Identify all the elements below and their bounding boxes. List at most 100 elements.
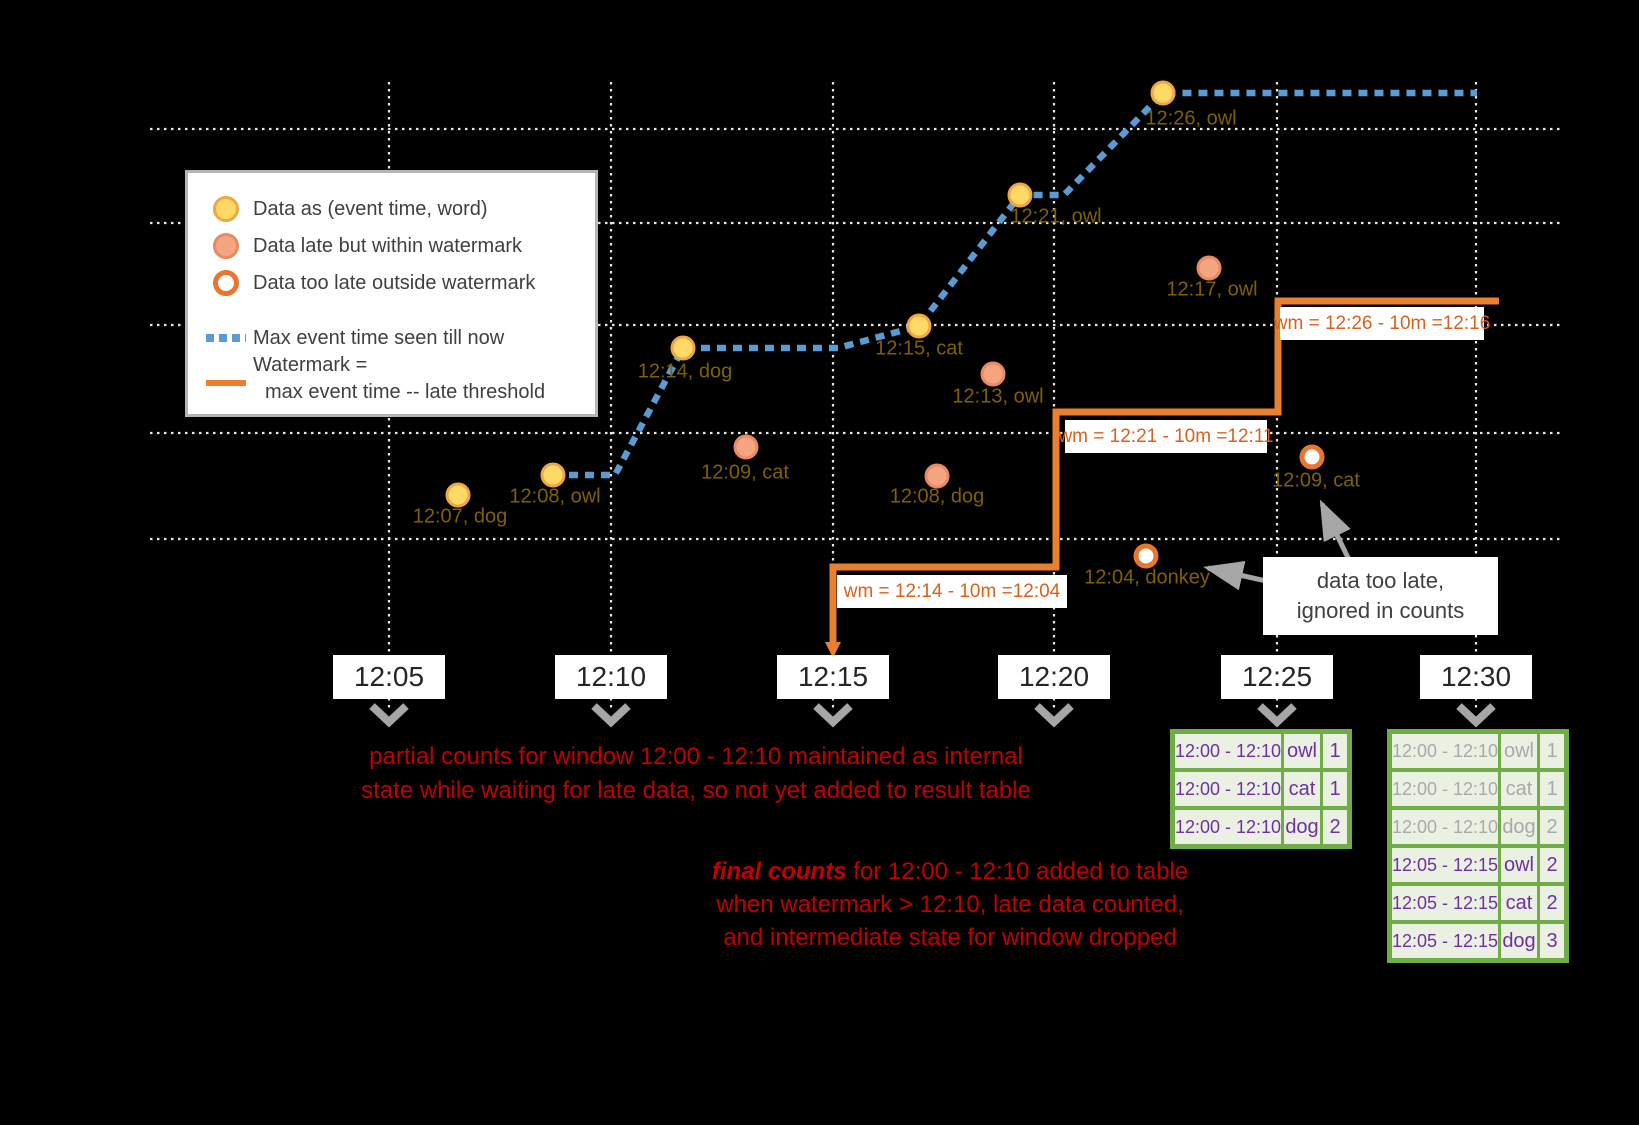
point-12-09-cat-too-late	[1299, 444, 1325, 470]
legend-item-watermark: Watermark =	[253, 354, 368, 376]
legend-too-late-icon	[213, 270, 239, 296]
final-counts-note: final counts for 12:00 - 12:10 added to …	[660, 855, 1240, 954]
partial-counts-note-line2: state while waiting for late data, so no…	[361, 777, 1031, 804]
point-label: 12:14, dog	[637, 360, 733, 383]
legend-item-max-event-time: Max event time seen till now	[253, 327, 505, 349]
count-cell: 1	[1540, 734, 1564, 768]
final-counts-note-line3: and intermediate state for window droppe…	[723, 924, 1177, 951]
word-cell: dog	[1501, 924, 1537, 958]
point-label: 12:13, owl	[952, 385, 1044, 408]
legend: Data as (event time, word) Data late but…	[185, 170, 598, 417]
count-cell: 2	[1323, 810, 1347, 844]
point-label: 12:08, owl	[509, 485, 601, 508]
window-cell: 12:05 - 12:15	[1392, 886, 1498, 920]
final-counts-line1-rest: for 12:00 - 12:10 added to table	[846, 858, 1189, 885]
arrow-to-late-cat	[1319, 499, 1355, 568]
count-cell: 3	[1540, 924, 1564, 958]
legend-late-icon	[213, 233, 239, 259]
axis-chevron-arrows	[369, 703, 1496, 728]
tick-12-05: 12:05	[333, 655, 445, 699]
legend-item-too-late: Data too late outside watermark	[253, 272, 536, 294]
legend-item-late: Data late but within watermark	[253, 235, 523, 257]
word-cell: dog	[1284, 810, 1320, 844]
point-12-17-owl-late	[1196, 255, 1222, 281]
table-row: 12:00 - 12:10 owl 1	[1392, 734, 1564, 768]
legend-ontime-icon	[213, 196, 239, 222]
table-row: 12:00 - 12:10 owl 1	[1175, 734, 1347, 768]
table-row: 12:05 - 12:15 cat 2	[1392, 886, 1564, 920]
partial-counts-note-line1: partial counts for window 12:00 - 12:10 …	[369, 743, 1023, 770]
count-cell: 2	[1540, 886, 1564, 920]
tick-12-20: 12:20	[998, 655, 1110, 699]
window-cell: 12:00 - 12:10	[1392, 734, 1498, 768]
point-12-26-owl	[1150, 80, 1176, 106]
point-12-21-owl	[1007, 182, 1033, 208]
watermark-label-1: wm = 12:14 - 10m =12:04	[837, 575, 1067, 608]
window-cell: 12:05 - 12:15	[1392, 848, 1498, 882]
max-event-time-line	[553, 89, 1477, 479]
word-cell: owl	[1284, 734, 1320, 768]
count-cell: 2	[1540, 810, 1564, 844]
point-12-04-donkey-too-late	[1133, 543, 1159, 569]
final-counts-note-line2: when watermark > 12:10, late data counte…	[716, 891, 1184, 918]
count-cell: 2	[1540, 848, 1564, 882]
point-12-13-owl-late	[980, 361, 1006, 387]
point-12-08-dog-late	[924, 463, 950, 489]
window-cell: 12:00 - 12:10	[1175, 772, 1281, 806]
window-cell: 12:00 - 12:10	[1392, 772, 1498, 806]
tick-12-30: 12:30	[1420, 655, 1532, 699]
too-late-callout-line2: ignored in counts	[1296, 598, 1465, 623]
word-cell: owl	[1501, 734, 1537, 768]
point-12-08-owl	[540, 462, 566, 488]
point-label: 12:07, dog	[412, 505, 508, 528]
watermark-label-3: wm = 12:26 - 10m =12:16	[1274, 307, 1490, 340]
point-12-07-dog	[445, 482, 471, 508]
point-label: 12:04, donkey	[1084, 566, 1210, 589]
point-label: 12:09, cat	[1272, 469, 1360, 492]
window-cell: 12:00 - 12:10	[1175, 734, 1281, 768]
watermark-arrow-tip	[825, 642, 841, 658]
tick-12-25: 12:25	[1221, 655, 1333, 699]
point-label: 12:08, dog	[889, 485, 985, 508]
watermark-line	[829, 297, 1499, 646]
point-label: 12:26, owl	[1145, 107, 1237, 130]
table-row: 12:00 - 12:10 dog 2	[1392, 810, 1564, 844]
too-late-callout: data too late, ignored in counts	[1263, 557, 1498, 635]
table-row: 12:00 - 12:10 cat 1	[1175, 772, 1347, 806]
word-cell: owl	[1501, 848, 1537, 882]
point-12-09-cat-late	[733, 434, 759, 460]
word-cell: dog	[1501, 810, 1537, 844]
count-cell: 1	[1540, 772, 1564, 806]
window-cell: 12:00 - 12:10	[1392, 810, 1498, 844]
final-counts-emphasis: final counts	[711, 858, 847, 885]
point-label: 12:09, cat	[701, 461, 789, 484]
final-counts-note-line1: final counts for 12:00 - 12:10 added to …	[660, 855, 1240, 888]
point-12-15-cat	[906, 313, 932, 339]
table-row: 12:00 - 12:10 cat 1	[1392, 772, 1564, 806]
table-row: 12:05 - 12:15 dog 3	[1392, 924, 1564, 958]
table-row: 12:00 - 12:10 dog 2	[1175, 810, 1347, 844]
word-cell: cat	[1284, 772, 1320, 806]
tick-12-10: 12:10	[555, 655, 667, 699]
word-cell: cat	[1501, 886, 1537, 920]
partial-counts-note: partial counts for window 12:00 - 12:10 …	[280, 740, 1112, 808]
point-12-14-dog	[670, 335, 696, 361]
legend-watermark-line-icon	[206, 380, 246, 386]
legend-item-watermark-formula: max event time -- late threshold	[265, 381, 546, 403]
result-table-12-30: 12:00 - 12:10 owl 1 12:00 - 12:10 cat 1 …	[1387, 729, 1569, 963]
result-table-12-25: 12:00 - 12:10 owl 1 12:00 - 12:10 cat 1 …	[1170, 729, 1352, 849]
count-cell: 1	[1323, 734, 1347, 768]
window-cell: 12:00 - 12:10	[1175, 810, 1281, 844]
point-label: 12:21, owl	[1010, 205, 1102, 228]
table-row: 12:05 - 12:15 owl 2	[1392, 848, 1564, 882]
count-cell: 1	[1323, 772, 1347, 806]
legend-item-ontime: Data as (event time, word)	[253, 198, 488, 220]
word-cell: cat	[1501, 772, 1537, 806]
window-cell: 12:05 - 12:15	[1392, 924, 1498, 958]
too-late-callout-line1: data too late,	[1316, 568, 1445, 593]
tick-12-15: 12:15	[777, 655, 889, 699]
point-label: 12:15, cat	[875, 337, 963, 360]
watermark-label-2: wm = 12:21 - 10m =12:11	[1058, 420, 1274, 453]
legend-max-event-time-line-icon	[206, 334, 246, 342]
